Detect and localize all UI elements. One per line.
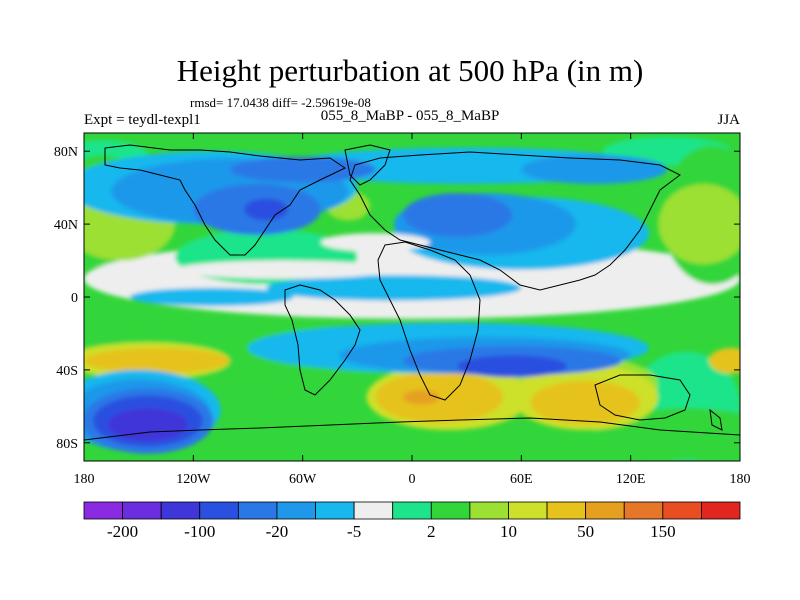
coastline-new-zealand [709, 408, 723, 431]
x-tick-label-5: 120E [616, 472, 646, 487]
contour-region-5-1 [375, 371, 504, 423]
colorbar-swatch-1 [122, 501, 162, 520]
x-tick-label-6: 180 [730, 472, 751, 487]
y-tick-label-4: 80S [56, 437, 78, 452]
y-tick-label-3: 40S [56, 364, 78, 379]
x-tick-label-1: 120W [176, 472, 211, 487]
colorbar-swatch-0 [83, 501, 123, 520]
season-label: JJA [717, 112, 740, 128]
coastline-north-america [104, 144, 347, 256]
coastline-antarctica [84, 417, 740, 441]
colorbar-swatch-3 [199, 501, 239, 520]
contour-region-11-0 [107, 408, 188, 441]
colorbar-swatch-11 [508, 501, 548, 520]
coastlines [84, 144, 740, 441]
x-tick-label-2: 60W [289, 472, 317, 487]
contour-region-8-2 [521, 154, 668, 185]
colorbar-label-5: 10 [500, 522, 517, 541]
x-tick-label-4: 60E [510, 472, 533, 487]
contour-region-5-3 [709, 348, 740, 374]
map-area [84, 133, 740, 461]
colorbar: -200 -100 -20 -5 2 10 50 150 [83, 501, 741, 541]
contour-gap-1 [175, 260, 394, 279]
colorbar-swatch-13 [585, 501, 625, 520]
colorbar-label-7: 150 [650, 522, 676, 541]
colorbar-swatch-2 [160, 501, 201, 520]
contour-region-5-2 [530, 380, 640, 425]
contour-region-7-3 [266, 275, 522, 301]
coastline-greenland [344, 144, 391, 186]
colorbar-label-0: -200 [107, 522, 138, 541]
coastline-australia [594, 374, 691, 421]
contour-gap-0 [320, 233, 431, 252]
chart-title: Height perturbation at 500 hPa (in m) [177, 53, 644, 88]
contour-region-10-1 [457, 355, 567, 378]
colorbar-swatch-4 [237, 501, 278, 520]
experiment-label: Expt = teydl-texpl1 [84, 112, 201, 128]
contour-region-5-0 [84, 348, 230, 374]
contour-region-7-4 [129, 287, 294, 307]
contour-region-10-0 [244, 198, 289, 221]
y-tick-label-1: 40N [54, 218, 78, 233]
contour-region-9-2 [229, 156, 376, 183]
stats-line: rmsd= 17.0438 diff= -2.59619e-08 [190, 95, 371, 110]
x-tick-label-3: 0 [409, 472, 416, 487]
y-tick-label-2: 0 [71, 291, 78, 306]
contour-region-3-1 [658, 184, 740, 265]
colorbar-swatch-12 [546, 501, 587, 520]
x-axis: 180 120W 60W 0 60E 120E 180 [74, 133, 751, 487]
coastline-eurasia [349, 151, 681, 291]
contour-region-9-1 [402, 193, 513, 237]
colorbar-swatch-5 [276, 501, 316, 520]
colorbar-swatch-10 [469, 501, 509, 520]
colorbar-label-6: 50 [577, 522, 594, 541]
colorbar-label-3: -5 [347, 522, 361, 541]
colorbar-label-4: 2 [427, 522, 436, 541]
colorbar-label-2: -20 [266, 522, 289, 541]
coastline-south-america [284, 284, 361, 396]
colorbar-swatch-9 [430, 501, 471, 520]
colorbar-swatch-6 [315, 501, 355, 520]
colorbar-swatch-14 [623, 501, 664, 520]
colorbar-swatch-7 [353, 501, 394, 520]
colorbar-swatch-8 [392, 501, 432, 520]
coastline-africa [377, 241, 481, 401]
subtitle-center: 055_8_MaBP - 055_8_MaBP [321, 108, 500, 124]
y-axis: 80N 40N 0 40S 80S [54, 145, 740, 452]
colorbar-swatch-16 [701, 501, 741, 520]
y-tick-label-0: 80N [54, 145, 78, 160]
contour-region-6-0 [402, 389, 440, 405]
colorbar-label-1: -100 [184, 522, 215, 541]
colorbar-swatch-15 [662, 501, 702, 520]
x-tick-label-0: 180 [74, 472, 95, 487]
